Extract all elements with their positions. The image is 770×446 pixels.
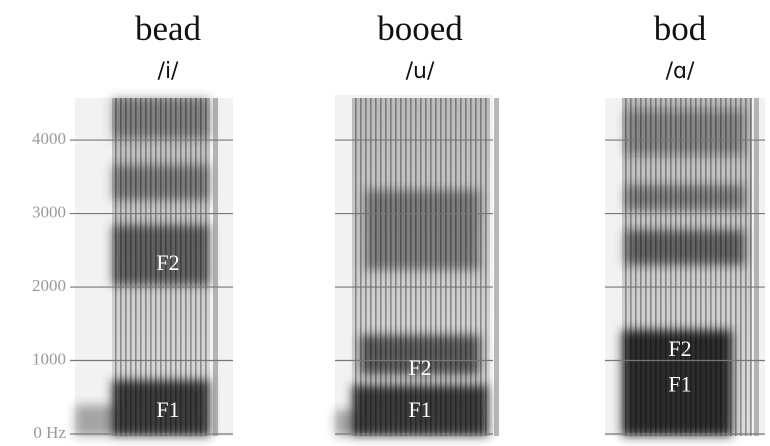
spectrogram [605,98,765,436]
formant-label: F2 [156,250,179,275]
word: bead [135,9,202,48]
spectrogram [75,98,233,436]
spectrogram [335,95,499,436]
word: booed [377,9,463,48]
formant-label: F1 [156,397,179,422]
y-tick-label: 0 Hz [33,423,66,442]
y-tick-label: 2000 [32,276,66,295]
phoneme: /i/ [158,59,180,84]
formant-label: F1 [668,371,691,396]
phoneme: /u/ [406,59,435,84]
formant-label: F1 [408,397,431,422]
formant-label: F2 [408,355,431,380]
y-tick-label: 3000 [32,202,66,221]
formant-label: F2 [668,336,691,361]
phoneme: /ɑ/ [666,59,695,84]
y-tick-label: 1000 [32,349,66,368]
y-tick-label: 4000 [32,129,66,148]
word: bod [654,9,707,48]
